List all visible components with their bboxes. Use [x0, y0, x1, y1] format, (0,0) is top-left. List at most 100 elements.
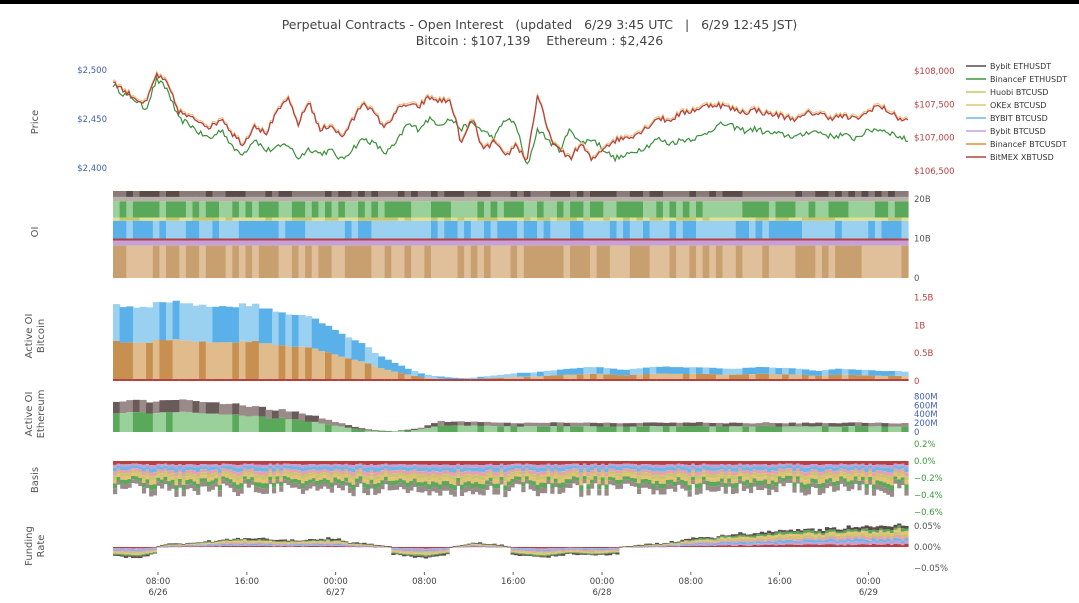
- oi-band-segment: [384, 191, 392, 197]
- active-oi-eth-bar-binance: [868, 426, 876, 432]
- basis-layer-segment: [225, 466, 230, 469]
- basis-layer-segment: [369, 469, 374, 474]
- basis-layer-segment: [597, 468, 602, 473]
- oi-band-segment: [715, 196, 724, 202]
- basis-layer-segment: [626, 471, 631, 474]
- basis-layer-segment: [720, 466, 725, 470]
- active-oi-btc-bar-bybit: [570, 368, 578, 375]
- oi-band-segment: [238, 217, 247, 221]
- basis-layer-segment: [582, 463, 587, 466]
- oi-band-segment: [179, 191, 187, 197]
- oi-band-segment: [450, 196, 459, 202]
- basis-layer-segment: [185, 476, 190, 480]
- oi-band-segment: [252, 201, 260, 218]
- basis-layer-segment: [293, 475, 298, 479]
- basis-layer-segment: [152, 461, 157, 465]
- funding-layer-segment: [322, 542, 327, 544]
- oi-band-segment: [788, 238, 796, 241]
- active-oi-eth-bar-binance: [298, 420, 306, 432]
- oi-band-segment: [848, 238, 856, 241]
- basis-layer-segment: [749, 467, 754, 472]
- funding-layer-segment: [828, 534, 833, 537]
- oi-band-segment: [391, 240, 399, 246]
- basis-layer-segment: [297, 461, 302, 465]
- basis-layer-segment: [210, 464, 215, 467]
- oi-band-segment: [146, 240, 154, 246]
- oi-band-segment: [152, 238, 160, 241]
- oi-band-segment: [722, 220, 730, 239]
- funding-layer-segment: [286, 546, 291, 547]
- funding-layer-segment: [745, 545, 750, 547]
- basis-layer-segment: [203, 464, 208, 467]
- oi-band-segment: [782, 196, 790, 202]
- active-oi-eth-bar-binance: [371, 430, 379, 432]
- basis-layer-segment: [449, 475, 454, 480]
- oi-band-segment: [782, 191, 790, 197]
- oi-band-segment: [444, 220, 452, 239]
- basis-layer-segment: [384, 473, 389, 477]
- basis-layer-segment: [669, 461, 674, 465]
- active-oi-btc-bar-binance: [298, 346, 306, 381]
- basis-layer-segment: [315, 464, 320, 468]
- basis-layer-segment: [658, 464, 663, 468]
- oi-band-segment: [331, 196, 339, 202]
- funding-layer-segment: [369, 545, 374, 546]
- oi-band-segment: [238, 240, 247, 246]
- oi-band-segment: [596, 217, 604, 221]
- funding-layer-segment: [824, 544, 830, 547]
- basis-layer-segment: [351, 484, 356, 490]
- basis-layer-segment: [326, 461, 331, 465]
- funding-layer-segment: [145, 550, 150, 552]
- funding-layer-segment: [698, 537, 703, 539]
- basis-layer-segment: [604, 465, 609, 469]
- funding-layer-segment: [358, 544, 363, 546]
- funding-layer-segment: [633, 545, 638, 547]
- basis-layer-segment: [741, 474, 746, 478]
- basis-layer-segment: [239, 479, 244, 483]
- basis-layer-segment: [691, 473, 696, 477]
- active-oi-eth-bar-binance: [113, 413, 121, 432]
- active-oi-eth-bar-bybit: [318, 418, 326, 424]
- active-oi-eth-bar-binance: [523, 426, 531, 432]
- funding-layer-segment: [373, 544, 378, 546]
- funding-layer-segment: [788, 541, 793, 545]
- oi-band-segment: [298, 191, 306, 197]
- basis-layer-segment: [590, 473, 595, 477]
- basis-layer-segment: [297, 464, 302, 467]
- basis-layer-segment: [593, 465, 598, 469]
- oi-band-segment: [570, 196, 578, 202]
- basis-layer-segment: [427, 461, 432, 465]
- oi-band-segment: [556, 245, 565, 278]
- basis-layer-segment: [637, 461, 642, 465]
- active-oi-btc-bar-bitmex: [338, 379, 346, 381]
- basis-layer-segment: [647, 464, 652, 467]
- basis-layer-segment: [510, 478, 515, 483]
- oi-band-segment: [305, 240, 313, 246]
- active-oi-btc-bar-bybit: [609, 368, 618, 375]
- funding-layer-segment: [445, 550, 450, 552]
- oi-band-segment: [497, 196, 505, 202]
- basis-layer-segment: [770, 461, 775, 465]
- funding-layer-segment: [749, 541, 754, 544]
- oi-band-segment: [291, 217, 300, 221]
- funding-layer-segment: [835, 545, 840, 547]
- active-oi-btc-bar-bitmex: [517, 379, 525, 381]
- funding-layer-segment: [337, 544, 342, 546]
- basis-layer-segment: [546, 463, 551, 466]
- basis-layer-segment: [347, 467, 353, 472]
- basis-layer-segment: [633, 464, 638, 467]
- funding-layer-segment: [796, 543, 801, 545]
- oi-band-segment: [444, 191, 452, 197]
- basis-layer-segment: [626, 479, 631, 484]
- basis-layer-segment: [676, 463, 681, 466]
- funding-layer-segment: [149, 548, 154, 550]
- funding-layer-segment: [344, 542, 349, 544]
- basis-layer-segment: [340, 464, 345, 468]
- oi-band-segment: [749, 196, 757, 202]
- funding-layer-segment: [329, 538, 334, 541]
- oi-band-segment: [715, 240, 724, 246]
- oi-band-segment: [119, 220, 127, 239]
- active-oi-btc-bar-bitmex: [676, 379, 684, 381]
- basis-layer-segment: [387, 480, 392, 486]
- funding-layer-segment: [709, 544, 714, 546]
